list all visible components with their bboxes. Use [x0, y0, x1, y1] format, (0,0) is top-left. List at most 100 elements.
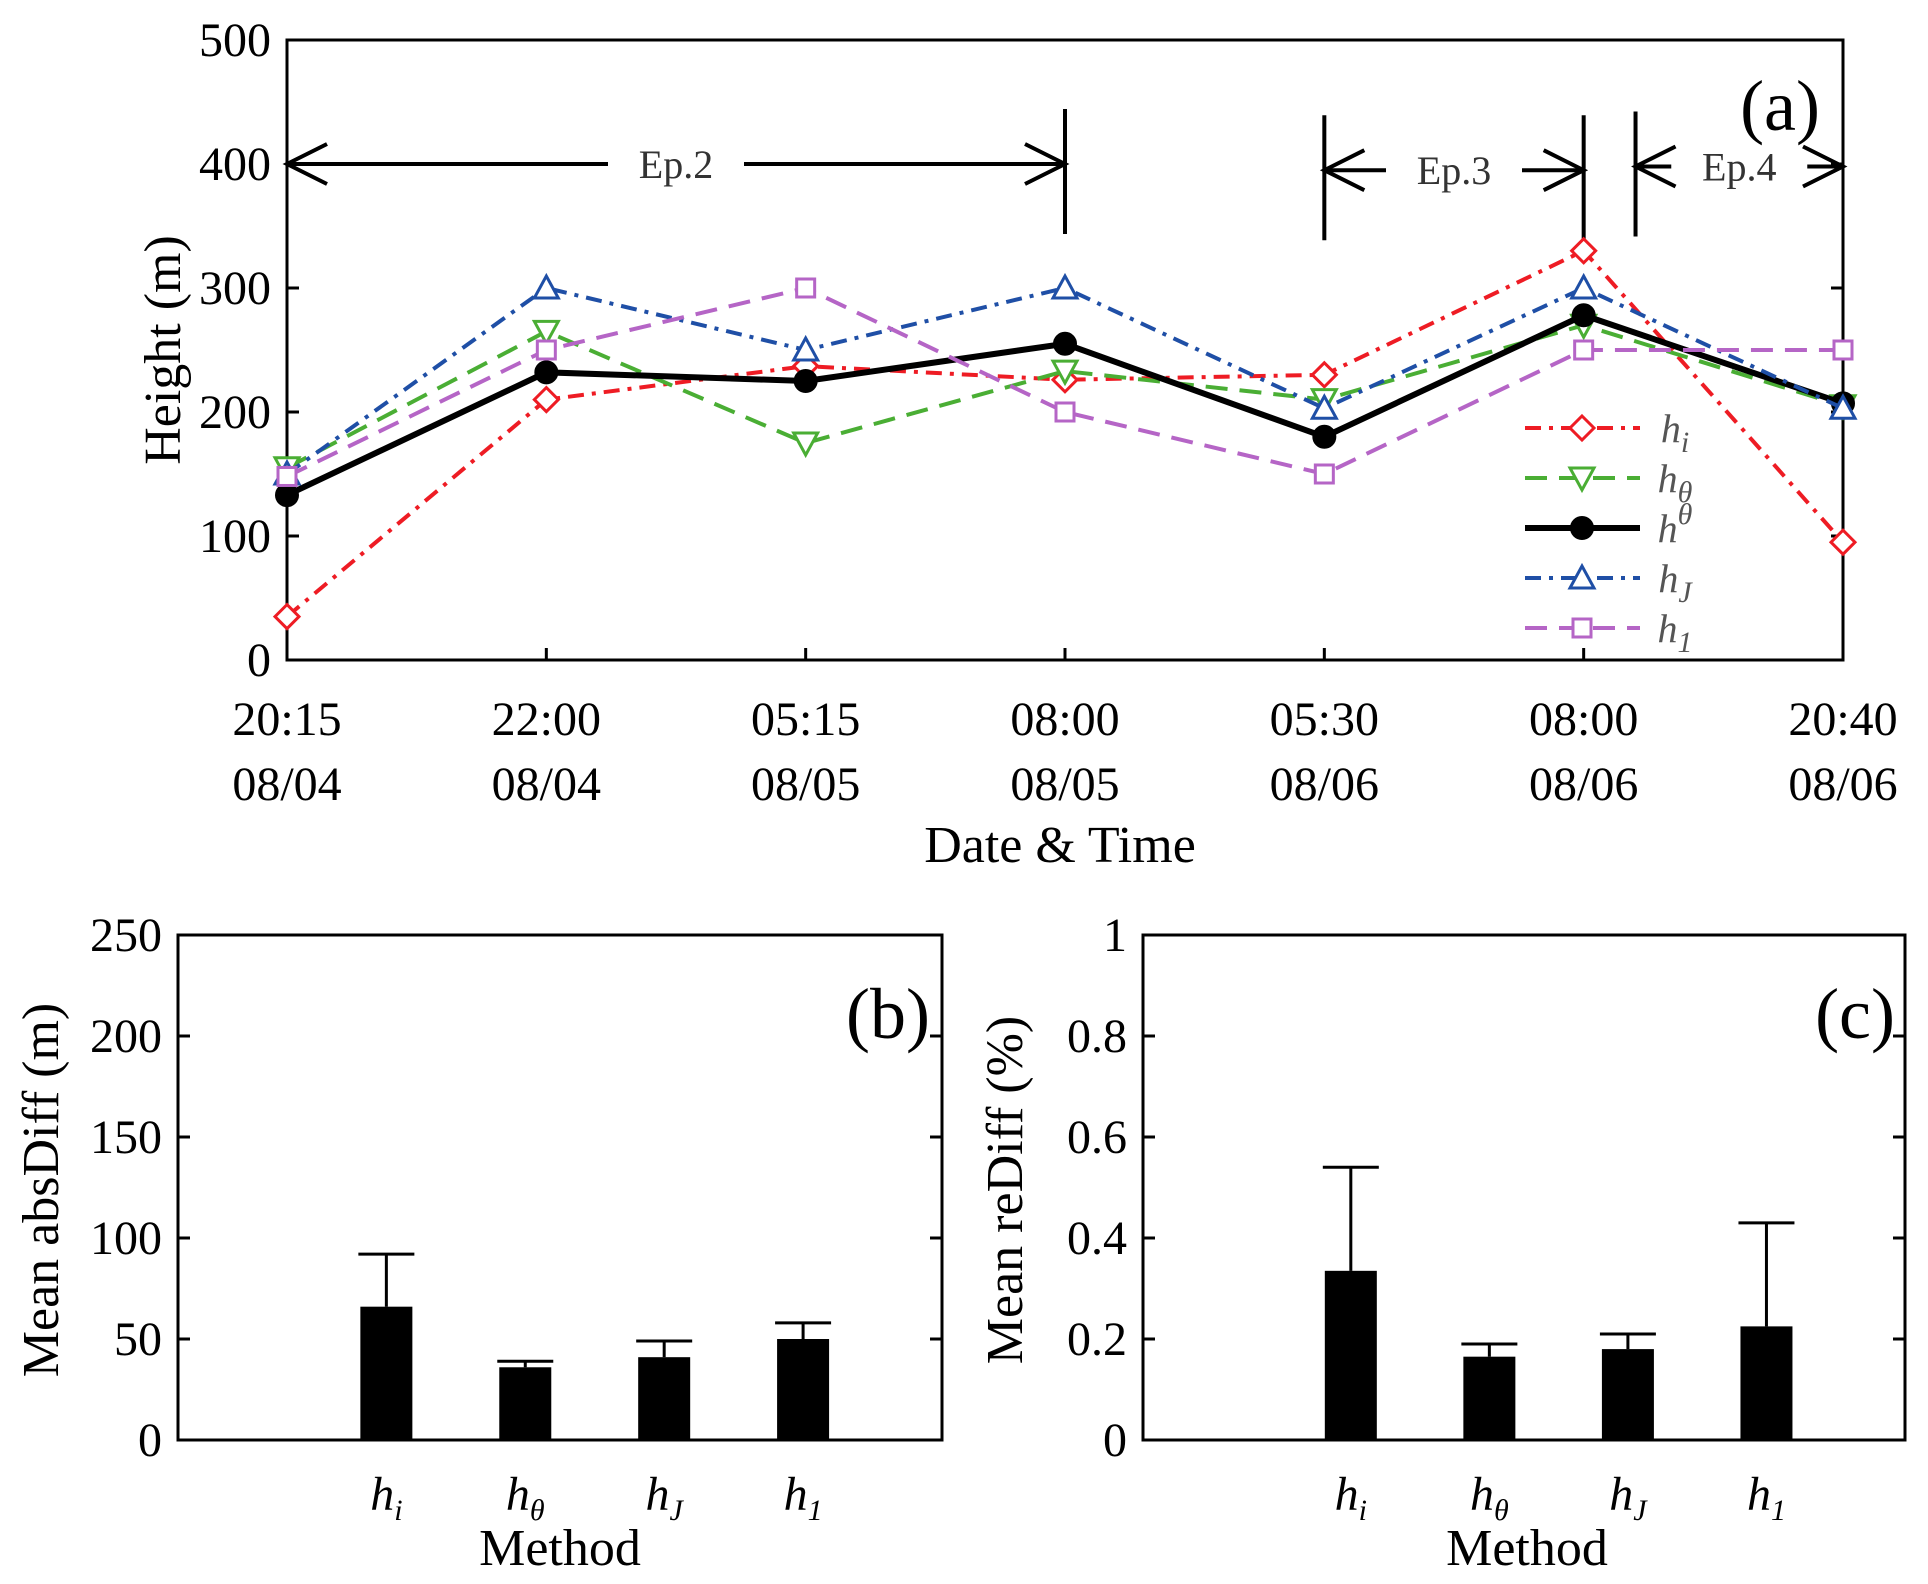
- y-axis-title-c: Mean reDiff (%): [977, 1016, 1034, 1364]
- data-point: [793, 369, 818, 393]
- episode-arrow-head: [282, 142, 328, 186]
- data-point: [791, 431, 821, 459]
- x-axis-title-c: Method: [1446, 1520, 1608, 1577]
- data-point: [1569, 272, 1599, 300]
- y-tick-label: 250: [90, 909, 162, 962]
- data-point: [276, 465, 298, 487]
- x-tick-method-label: hi: [1335, 1468, 1367, 1527]
- data-point: [531, 319, 561, 347]
- x-tick-method-label: hJ: [1609, 1468, 1648, 1527]
- data-point: [1567, 413, 1597, 443]
- bar: [360, 1306, 413, 1440]
- y-tick-label: 0.2: [1067, 1313, 1127, 1366]
- x-tick-method-label: h1: [784, 1468, 823, 1527]
- y-tick-label: 50: [114, 1313, 162, 1366]
- data-point: [1050, 272, 1080, 300]
- x-tick-time-label: 22:00: [492, 693, 601, 746]
- panel-label-b: (b): [846, 974, 930, 1054]
- plot-frame: [1141, 933, 1907, 1442]
- legend-label: hθ: [1658, 498, 1693, 551]
- y-axis-title-a: Height (m): [135, 235, 192, 465]
- y-tick-label: 500: [199, 14, 271, 67]
- episode-arrow-head: [1802, 144, 1848, 189]
- panel-a-line-chart: (a) Date & Time Height (m) 0 100 200 300 400…: [135, 14, 1898, 874]
- bar: [1601, 1349, 1654, 1440]
- x-tick-time-label: 20:40: [1788, 693, 1897, 746]
- x-tick-method-label: h1: [1747, 1468, 1786, 1527]
- data-point: [1567, 466, 1597, 494]
- data-point: [791, 334, 821, 362]
- x-tick-time-label: 08:00: [1010, 693, 1119, 746]
- data-point: [1050, 359, 1080, 387]
- episode-marker: Ep.3: [1319, 115, 1589, 241]
- x-tick-method-label: hi: [370, 1468, 402, 1527]
- y-tick-label: 200: [199, 386, 271, 439]
- x-tick-date-label: 08/04: [232, 758, 341, 811]
- data-point: [1312, 424, 1337, 449]
- x-tick-time-label: 05:15: [751, 693, 860, 746]
- x-tick-date-label: 08/05: [1010, 758, 1119, 811]
- series-line: [285, 248, 1845, 619]
- data-point: [1054, 401, 1076, 423]
- bar: [638, 1357, 691, 1440]
- data-point: [1313, 463, 1335, 485]
- x-tick-method-label: hθ: [506, 1468, 545, 1527]
- data-point: [1569, 236, 1598, 265]
- data-point: [1832, 339, 1854, 361]
- data-point: [1570, 516, 1594, 540]
- data-point: [1310, 360, 1339, 389]
- bar: [1740, 1326, 1793, 1440]
- y-tick-label: 0.6: [1067, 1111, 1127, 1164]
- panel-label-c: (c): [1815, 974, 1895, 1054]
- x-tick-date-label: 08/04: [492, 758, 601, 811]
- data-point: [795, 277, 817, 299]
- bar: [499, 1367, 552, 1440]
- x-tick-time-label: 05:30: [1270, 693, 1379, 746]
- data-point: [535, 339, 557, 361]
- y-tick-label: 100: [90, 1212, 162, 1265]
- data-point: [1053, 331, 1077, 356]
- data-point: [532, 385, 561, 414]
- episode-marker: Ep.4: [1631, 111, 1848, 237]
- data-point: [531, 272, 561, 300]
- x-tick-date-label: 08/06: [1270, 758, 1379, 811]
- y-axis-title-b: Mean absDiff (m): [13, 1003, 70, 1378]
- x-tick-date-label: 08/05: [751, 758, 860, 811]
- bar: [777, 1339, 830, 1440]
- x-tick-method-label: hJ: [646, 1468, 685, 1527]
- legend-label: hi: [1661, 406, 1689, 459]
- y-tick-label: 0.4: [1067, 1212, 1127, 1265]
- data-point: [1828, 393, 1858, 420]
- bar: [1463, 1356, 1516, 1440]
- data-point: [1309, 393, 1339, 420]
- y-tick-label: 0: [247, 634, 271, 687]
- episode-label: Ep.3: [1417, 148, 1491, 193]
- legend-label: hJ: [1658, 556, 1693, 609]
- y-tick-label: 100: [199, 510, 271, 563]
- data-point: [1573, 339, 1595, 361]
- x-tick-time-label: 20:15: [232, 693, 341, 746]
- y-tick-label: 0: [138, 1414, 162, 1467]
- bar: [1324, 1270, 1377, 1440]
- x-tick-method-label: hθ: [1470, 1468, 1509, 1527]
- y-tick-label: 300: [199, 262, 271, 315]
- x-tick-date-label: 08/06: [1529, 758, 1638, 811]
- y-tick-label: 400: [199, 138, 271, 191]
- y-tick-label: 0: [1103, 1414, 1127, 1467]
- data-point: [1828, 528, 1858, 557]
- data-point: [272, 602, 302, 631]
- legend-label: h1: [1658, 606, 1693, 659]
- data-point: [1571, 617, 1593, 639]
- x-axis-title-a: Date & Time: [924, 817, 1196, 874]
- data-point: [534, 360, 559, 385]
- episode-marker: Ep.2: [282, 109, 1070, 234]
- series-h_1: [276, 277, 1854, 487]
- panel-b-bar-chart: (b) Method Mean absDiff (m) 0 50 100 150 200…: [13, 909, 944, 1577]
- episode-label: Ep.4: [1702, 144, 1776, 189]
- panel-label-a: (a): [1740, 66, 1820, 146]
- y-tick-label: 1: [1103, 909, 1127, 962]
- plot-frame: [176, 933, 944, 1442]
- y-tick-label: 0.8: [1067, 1010, 1127, 1063]
